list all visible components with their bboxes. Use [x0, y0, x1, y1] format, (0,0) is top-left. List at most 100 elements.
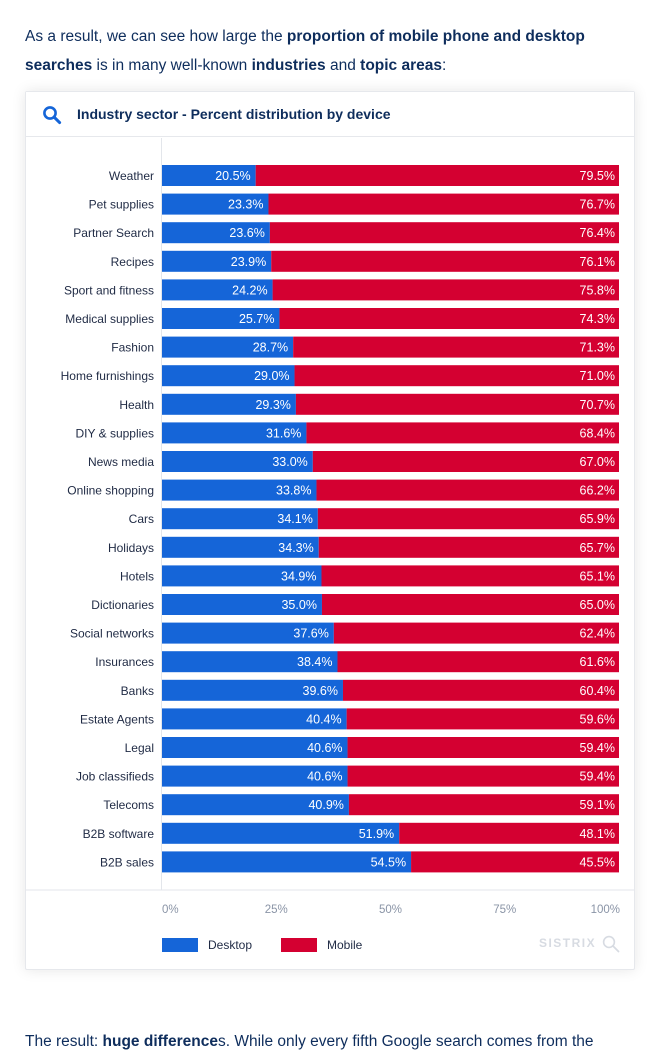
- category-label-holidays: Holidays: [108, 541, 154, 555]
- data-label-mobile-job-classifieds: 59.4%: [580, 770, 615, 784]
- x-tick-label: 50%: [379, 904, 402, 916]
- bar-desktop-estate-agents: [162, 708, 347, 730]
- intro-bold-industries: industries: [251, 56, 326, 74]
- data-label-desktop-weather: 20.5%: [215, 169, 250, 183]
- data-label-desktop-dictionaries: 35.0%: [281, 598, 316, 612]
- bar-mobile-dictionaries: [321, 594, 619, 615]
- data-label-mobile-legal: 59.4%: [580, 741, 615, 755]
- category-label-partner-search: Partner Search: [73, 226, 154, 240]
- bar-desktop-medical-supplies: [162, 308, 280, 329]
- category-label-dictionaries: Dictionaries: [91, 598, 154, 612]
- bar-mobile-online-shopping: [316, 479, 619, 501]
- bar-mobile-fashion: [293, 336, 619, 358]
- bar-mobile-b2b-sales: [411, 851, 619, 873]
- bar-desktop-cars: [162, 508, 318, 530]
- category-label-fashion: Fashion: [111, 341, 154, 355]
- bar-mobile-diy-supplies: [306, 422, 619, 444]
- bar-desktop-b2b-sales: [162, 851, 412, 873]
- data-label-desktop-job-classifieds: 40.6%: [307, 770, 342, 784]
- category-label-online-shopping: Online shopping: [67, 484, 154, 498]
- bar-desktop-holidays: [162, 536, 319, 558]
- bar-mobile-medical-supplies: [279, 308, 619, 329]
- bar-mobile-recipes: [271, 250, 619, 272]
- x-tick-label: 75%: [493, 904, 516, 916]
- data-label-mobile-home-furnishings: 71.0%: [580, 369, 615, 383]
- bar-mobile-social-networks: [333, 622, 619, 644]
- bar-mobile-health: [295, 393, 619, 415]
- data-label-mobile-holidays: 65.7%: [580, 541, 615, 555]
- bar-desktop-weather: [162, 165, 256, 186]
- intro-text-3: and: [325, 56, 361, 74]
- intro-bold-topic-areas: topic areas: [360, 56, 443, 74]
- search-icon[interactable]: [42, 105, 62, 125]
- category-label-weather: Weather: [109, 169, 154, 183]
- bar-mobile-holidays: [318, 536, 619, 558]
- category-label-banks: Banks: [121, 684, 154, 698]
- data-label-desktop-legal: 40.6%: [307, 741, 342, 755]
- data-label-mobile-news-media: 67.0%: [580, 455, 615, 469]
- bar-desktop-health: [162, 393, 296, 415]
- legend-swatch-mobile: [281, 938, 317, 952]
- sistrix-logo-text: SISTRIX: [538, 936, 597, 951]
- data-label-desktop-pet-supplies: 23.3%: [228, 198, 263, 212]
- category-label-news-media: News media: [88, 455, 154, 469]
- bar-mobile-weather: [255, 165, 619, 186]
- bar-desktop-partner-search: [162, 222, 270, 244]
- data-label-desktop-recipes: 23.9%: [231, 255, 266, 269]
- bar-mobile-legal: [347, 737, 619, 758]
- x-tick-label: 100%: [591, 904, 620, 916]
- data-label-mobile-sport-and-fitness: 75.8%: [580, 283, 615, 297]
- data-label-mobile-fashion: 71.3%: [580, 341, 615, 355]
- bar-mobile-job-classifieds: [347, 765, 619, 787]
- data-label-mobile-banks: 60.4%: [580, 684, 615, 698]
- bar-mobile-insurances: [337, 651, 619, 673]
- data-label-mobile-partner-search: 76.4%: [580, 226, 615, 240]
- legend-label-mobile: Mobile: [327, 938, 363, 952]
- stacked-bar-chart: Weather 20.5% 79.5% Pet supplies 23.3% 76.7% P…: [26, 138, 634, 916]
- outro-text-1: The result:: [25, 1032, 103, 1050]
- data-label-desktop-health: 29.3%: [255, 398, 290, 412]
- data-label-mobile-weather: 79.5%: [580, 169, 615, 183]
- data-label-mobile-medical-supplies: 74.3%: [580, 312, 615, 326]
- x-tick-label: 0%: [162, 904, 179, 916]
- bar-mobile-sport-and-fitness: [272, 279, 619, 301]
- category-label-b2b-software: B2B software: [83, 827, 155, 841]
- data-label-mobile-telecoms: 59.1%: [580, 798, 615, 812]
- bar-mobile-banks: [342, 679, 619, 701]
- bar-desktop-legal: [162, 737, 348, 758]
- data-label-desktop-social-networks: 37.6%: [293, 627, 328, 641]
- category-label-b2b-sales: B2B sales: [100, 855, 154, 869]
- bar-desktop-news-media: [162, 451, 313, 472]
- data-label-desktop-b2b-software: 51.9%: [359, 827, 394, 841]
- bar-mobile-estate-agents: [346, 708, 619, 730]
- bar-mobile-cars: [317, 508, 619, 530]
- category-label-health: Health: [119, 398, 154, 412]
- category-label-cars: Cars: [129, 512, 154, 526]
- bar-desktop-job-classifieds: [162, 765, 348, 787]
- bar-desktop-social-networks: [162, 622, 334, 644]
- data-label-desktop-partner-search: 23.6%: [229, 226, 264, 240]
- data-label-mobile-b2b-software: 48.1%: [580, 827, 615, 841]
- bar-desktop-diy-supplies: [162, 422, 307, 444]
- intro-bold-proportion: proportion of mobile phone and desktop s…: [25, 27, 585, 74]
- bar-mobile-news-media: [312, 451, 619, 472]
- bar-desktop-home-furnishings: [162, 365, 295, 387]
- bar-desktop-fashion: [162, 336, 294, 358]
- data-label-desktop-diy-supplies: 31.6%: [266, 426, 301, 440]
- bar-desktop-hotels: [162, 565, 322, 587]
- data-label-desktop-insurances: 38.4%: [297, 655, 332, 669]
- data-label-desktop-telecoms: 40.9%: [308, 798, 343, 812]
- data-label-mobile-recipes: 76.1%: [580, 255, 615, 269]
- category-label-hotels: Hotels: [120, 569, 154, 583]
- bar-mobile-b2b-software: [399, 822, 619, 844]
- outro-bold-huge-difference: huge difference: [102, 1032, 218, 1050]
- data-label-desktop-home-furnishings: 29.0%: [254, 369, 289, 383]
- bar-desktop-banks: [162, 679, 343, 701]
- data-label-mobile-insurances: 61.6%: [580, 655, 615, 669]
- bar-mobile-partner-search: [269, 222, 619, 244]
- category-label-medical-supplies: Medical supplies: [65, 312, 154, 326]
- legend-swatch-desktop: [162, 938, 198, 952]
- data-label-desktop-hotels: 34.9%: [281, 569, 316, 583]
- category-label-social-networks: Social networks: [70, 627, 154, 641]
- category-label-sport-and-fitness: Sport and fitness: [64, 283, 154, 297]
